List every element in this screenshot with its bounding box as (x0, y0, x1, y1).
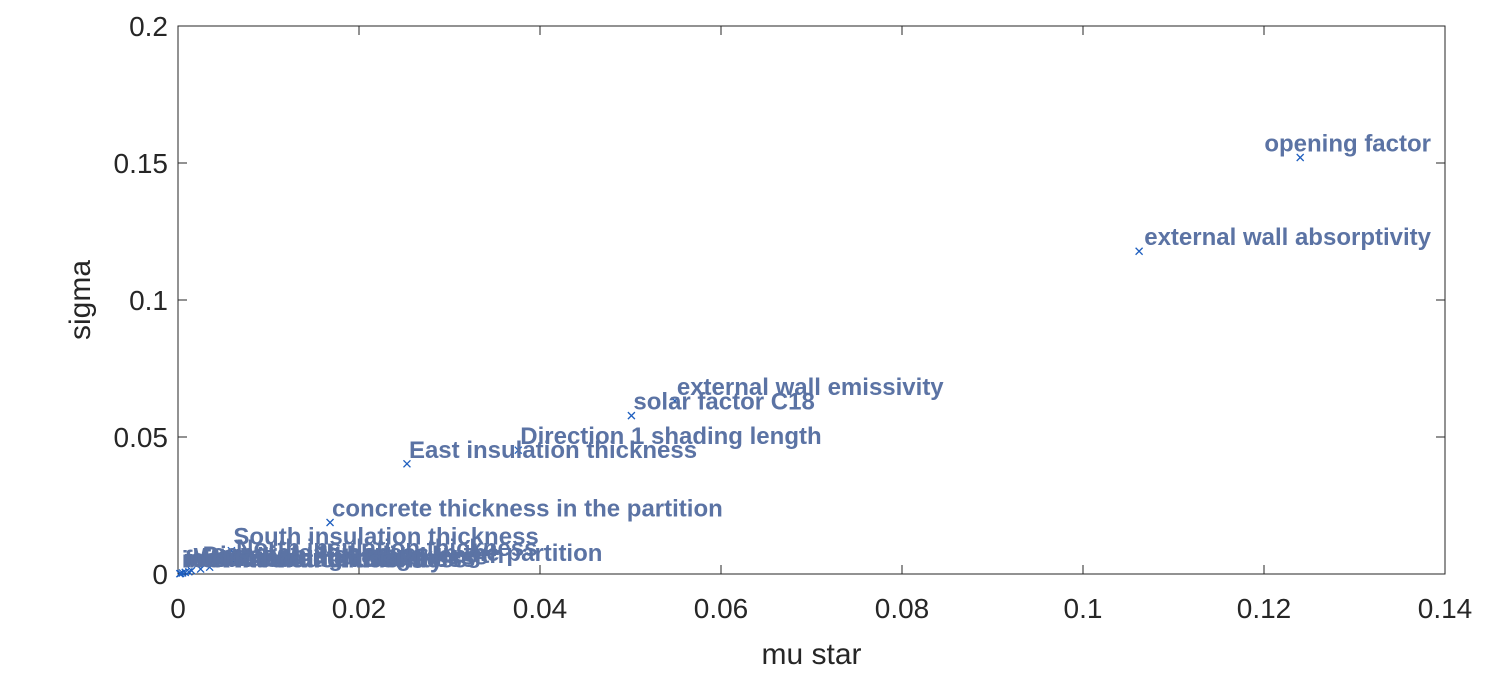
point-label: internal wall emissivity (182, 547, 444, 574)
point-label: West insulation thickness (194, 544, 488, 571)
point-marker (181, 568, 190, 577)
point-label: external wall absorptivity (1144, 224, 1431, 251)
point-label: Direction 1 shading length (520, 423, 821, 450)
data-point: concrete thickness in the partition (326, 495, 723, 527)
x-axis-label: mu star (761, 638, 861, 671)
point-marker (196, 565, 205, 574)
point-marker (230, 557, 239, 566)
data-point: South insulation thickness (227, 524, 539, 555)
point-label: concrete thickness in the partition (212, 540, 603, 567)
point-marker (514, 446, 523, 455)
point-marker (1135, 247, 1144, 256)
point-label: floor insulation thickness (185, 546, 476, 573)
point-marker (227, 546, 236, 555)
data-point: window frame ratio (181, 545, 406, 577)
data-point: internal wall emissivity (175, 547, 444, 578)
point-label: North insulation thickness (236, 535, 537, 562)
plot-area (177, 25, 1446, 575)
point-label: solar factor glazing (191, 545, 411, 572)
point-label: concrete thickness in the partition (332, 495, 723, 522)
point-marker (627, 411, 636, 420)
data-point: Direction 2 shading length (196, 542, 504, 574)
point-label: solar factor C18 (633, 389, 814, 416)
point-marker (205, 563, 214, 572)
data-point: West insulation thickness (187, 544, 488, 575)
point-label: East insulation thickness (409, 437, 697, 464)
point-label: Direction 2 shading length (203, 542, 504, 569)
y-axis-label: sigma (64, 260, 97, 340)
data-point: floor insulation thickness (178, 546, 476, 577)
x-tick-label: 0.06 (694, 593, 749, 624)
data-point: North insulation thickness (230, 535, 537, 566)
data-point: external wall absorptivity (1135, 224, 1432, 256)
y-tick-label: 0.05 (114, 422, 169, 453)
y-tick-label: 0.15 (114, 148, 169, 179)
data-point: opening factor (1264, 131, 1431, 162)
x-tick-label: 0.14 (1418, 593, 1473, 624)
data-point: Direction 1 shading length (514, 423, 822, 455)
point-label: external wall emissivity (677, 374, 944, 401)
point-marker (1296, 153, 1305, 162)
point-marker (175, 569, 184, 578)
x-axis: 0 0.02 0.04 0.06 0.08 0.1 0.12 0.14 (170, 26, 1472, 624)
data-point: East insulation thickness (403, 437, 697, 468)
x-tick-label: 0.1 (1064, 593, 1103, 624)
point-marker (326, 518, 334, 527)
data-points: opening factor external wall absorptivity… (175, 131, 1432, 578)
y-tick-label: 0.1 (129, 285, 168, 316)
x-tick-label: 0.12 (1237, 593, 1292, 624)
x-tick-label: 0.02 (332, 593, 387, 624)
point-label: window frame ratio (186, 545, 406, 572)
y-tick-label: 0 (152, 559, 168, 590)
point-marker (670, 396, 679, 405)
x-tick-label: 0.08 (875, 593, 930, 624)
x-tick-label: 0 (170, 593, 186, 624)
x-tick-label: 0.04 (513, 593, 568, 624)
y-tick-label: 0.2 (129, 11, 168, 42)
point-label: roof insulation thickness (183, 546, 467, 573)
point-label: South insulation thickness (233, 524, 538, 551)
data-point: solar factor glazing (184, 545, 411, 576)
point-marker (178, 568, 187, 577)
point-label: opening factor (1264, 131, 1431, 158)
data-point: external wall emissivity (670, 374, 944, 405)
point-marker (403, 459, 411, 468)
y-axis: 0 0.05 0.1 0.15 0.2 (114, 11, 1445, 590)
data-point: concrete thickness in the partition (205, 540, 603, 572)
data-point: solar factor C18 (627, 389, 815, 420)
